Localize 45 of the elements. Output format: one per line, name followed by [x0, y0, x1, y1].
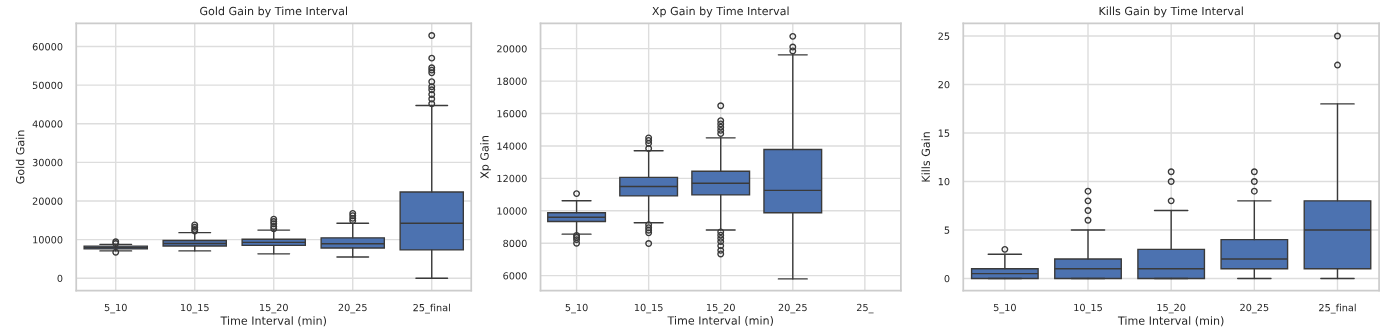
y-tick-label: 30000 — [32, 158, 63, 167]
y-tick-label: 10000 — [497, 207, 527, 215]
y-tick-label: 10 — [938, 177, 950, 186]
y-tick-label: 50000 — [32, 81, 63, 89]
y-axis-title: Gold Gain — [15, 130, 25, 184]
chart-title: Kills Gain by Time Interval — [1099, 6, 1243, 18]
x-axis-title: Time Interval (min) — [667, 316, 773, 326]
x-tick-label: 10_15 — [1074, 303, 1102, 314]
x-tick-label: 10_15 — [634, 303, 663, 314]
x-tick-label: 20_25 — [338, 303, 367, 314]
y-tick-label: 0 — [944, 274, 950, 283]
y-tick-label: 20000 — [497, 45, 527, 53]
y-tick-label: 6000 — [503, 272, 527, 280]
y-tick-label: 5 — [944, 226, 950, 234]
y-tick-label: 60000 — [32, 43, 63, 51]
y-axis-title: Kills Gain — [921, 132, 930, 182]
x-axis-title: Time Interval (min) — [1117, 316, 1224, 327]
x-tick-label: 25_ — [856, 303, 874, 314]
y-tick-label: 16000 — [497, 110, 527, 118]
x-tick-label: 20_25 — [1240, 303, 1269, 314]
y-tick-label: 25 — [938, 32, 950, 40]
chart-title: Gold Gain by Time Interval — [200, 6, 347, 18]
y-tick-label: 0 — [57, 274, 63, 283]
x-axis-title: Time Interval (min) — [220, 316, 326, 327]
y-tick-label: 8000 — [503, 239, 527, 248]
y-tick-label: 10000 — [33, 236, 63, 244]
y-tick-label: 15 — [938, 129, 950, 137]
x-tick-label: 10_15 — [181, 303, 209, 314]
y-tick-label: 14000 — [497, 142, 527, 150]
y-tick-label: 20 — [938, 80, 950, 89]
x-tick-label: 15_20 — [1157, 303, 1186, 314]
y-tick-label: 18000 — [497, 77, 527, 85]
x-tick-label: 15_20 — [706, 303, 735, 314]
chart-title: Xp Gain by Time Interval — [652, 6, 789, 18]
x-tick-label: 20_25 — [778, 303, 807, 314]
y-tick-label: 40000 — [32, 120, 63, 128]
x-tick-label: 5_10 — [565, 303, 588, 314]
x-tick-label: 25_final — [1319, 303, 1356, 314]
x-tick-label: 5_10 — [104, 303, 127, 314]
x-tick-label: 5_10 — [993, 303, 1016, 314]
y-axis-title: Xp Gain — [480, 136, 491, 179]
x-tick-label: 25_final — [413, 303, 450, 314]
x-tick-label: 15_20 — [260, 303, 288, 314]
y-tick-label: 20000 — [32, 197, 63, 205]
y-tick-label: 12000 — [497, 174, 527, 183]
